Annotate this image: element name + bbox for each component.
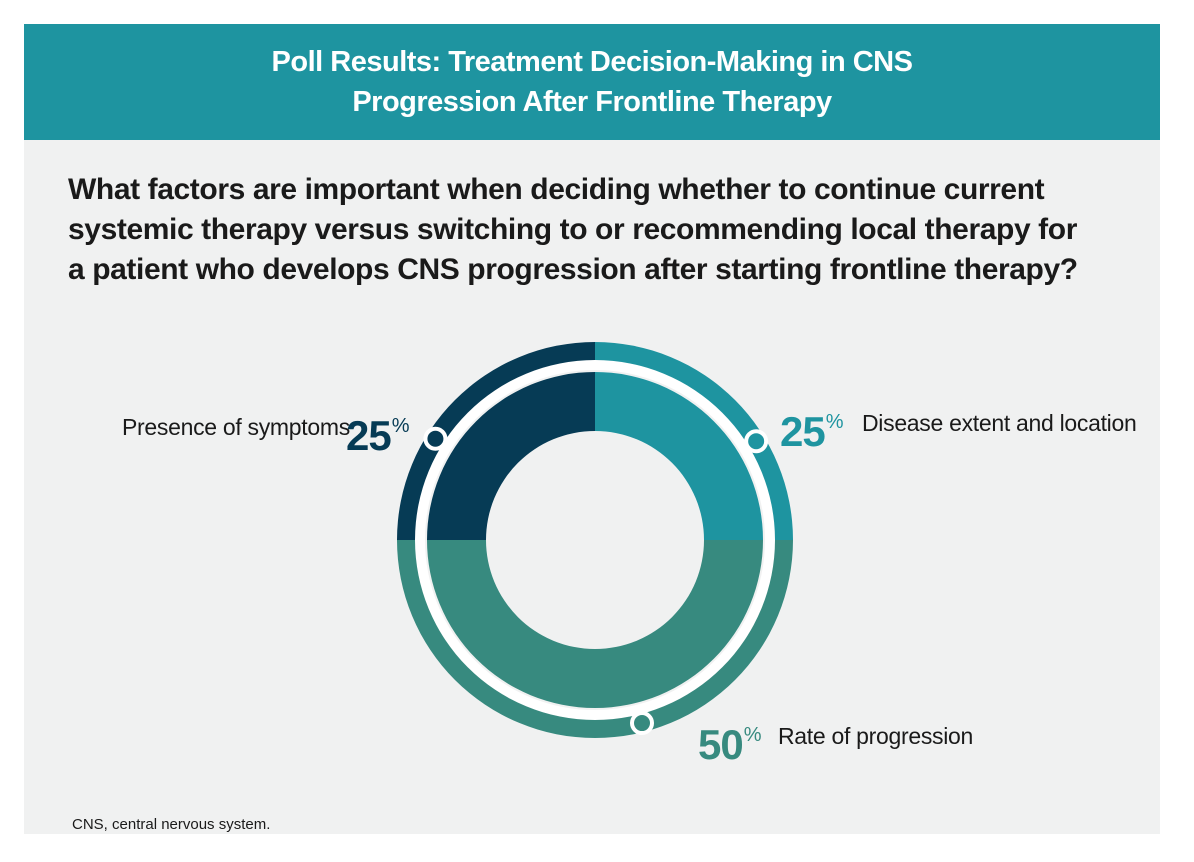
value-label-presence-of-symptoms: 25% (346, 412, 410, 459)
category-label-rate-of-progression: Rate of progression (778, 723, 974, 749)
title-line-1: Poll Results: Treatment Decision-Making … (271, 46, 913, 78)
question-line-1: What factors are important when deciding… (68, 173, 1045, 206)
slice-disease-extent (595, 372, 763, 540)
slice-presence-of-symptoms (427, 372, 595, 540)
poll-question: What factors are important when deciding… (68, 170, 1148, 290)
footnote: CNS, central nervous system. (72, 816, 271, 833)
question-line-2: systemic therapy versus switching to or … (68, 213, 1077, 246)
slice-rate-of-progression (427, 540, 763, 708)
header-banner: Poll Results: Treatment Decision-Making … (24, 24, 1160, 140)
title-line-2: Progression After Frontline Therapy (352, 86, 832, 118)
question-line-3: a patient who develops CNS progression a… (68, 253, 1078, 286)
category-label-disease-extent: Disease extent and location (862, 410, 1137, 436)
category-label-presence-of-symptoms: Presence of symptoms (122, 414, 350, 440)
separator-ring (415, 360, 775, 720)
marker-dot-rate-of-progression (630, 711, 655, 736)
value-label-rate-of-progression: 50% (698, 721, 762, 768)
marker-dot-presence-of-symptoms (423, 426, 448, 451)
marker-dot-disease-extent (744, 429, 769, 454)
value-label-disease-extent: 25% (780, 408, 844, 455)
